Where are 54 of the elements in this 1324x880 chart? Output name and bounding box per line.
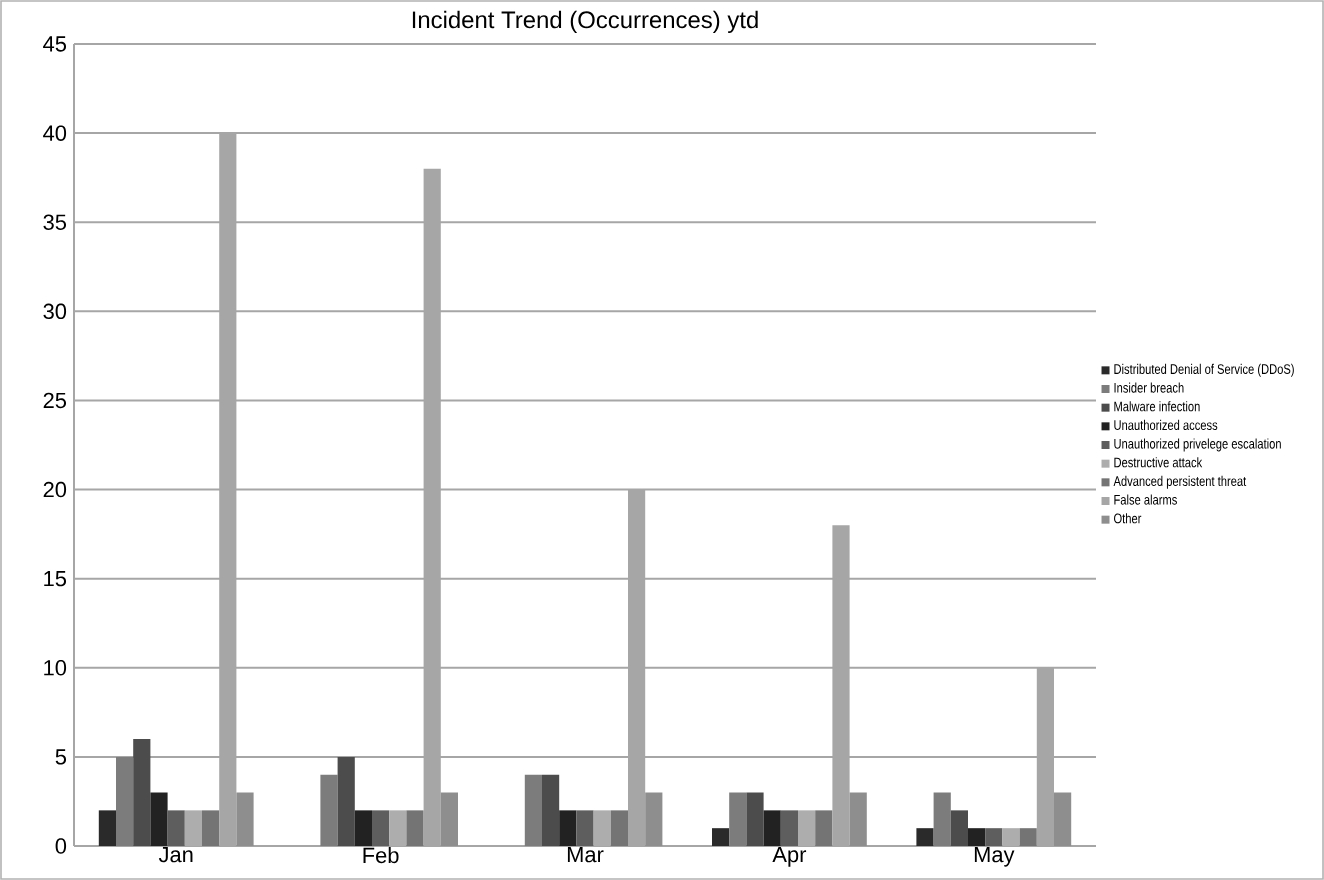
y-tick-label: 15 — [44, 571, 67, 587]
bar — [98, 810, 116, 846]
bar — [236, 792, 254, 846]
bar — [950, 810, 968, 846]
bar — [184, 810, 202, 846]
bar — [849, 792, 867, 846]
bar — [593, 810, 611, 846]
bar — [780, 810, 798, 846]
bar — [933, 792, 951, 846]
bar — [916, 828, 934, 846]
bar — [354, 810, 372, 846]
y-tick-label: 25 — [43, 392, 67, 409]
bar — [389, 810, 407, 846]
bar — [202, 810, 220, 846]
bar — [150, 792, 168, 846]
bar — [729, 792, 747, 846]
y-tick-label: 0 — [55, 838, 67, 854]
bar — [524, 774, 542, 846]
bar — [968, 828, 986, 846]
bar — [815, 810, 833, 846]
y-tick-label: 35 — [43, 214, 67, 230]
x-tick-label: Jan — [158, 847, 193, 863]
bar — [1019, 828, 1037, 846]
x-tick-label: Mar — [567, 847, 604, 863]
y-tick-label: 10 — [44, 660, 67, 676]
bar — [610, 810, 628, 846]
bar — [763, 810, 781, 846]
y-tick-label: 20 — [43, 481, 67, 498]
bar — [406, 810, 424, 846]
bar — [798, 810, 816, 846]
bar — [320, 774, 338, 846]
bar — [1002, 828, 1020, 846]
y-tick-label: 30 — [43, 303, 67, 320]
y-tick-label: 5 — [55, 749, 67, 765]
x-tick-label: May — [974, 847, 1015, 867]
bar — [1054, 792, 1072, 846]
bar — [746, 792, 764, 846]
bar — [440, 792, 458, 846]
bar — [645, 792, 663, 846]
bar — [167, 810, 185, 846]
bar — [542, 774, 560, 846]
y-tick-label: 40 — [43, 125, 67, 141]
bar — [559, 810, 577, 846]
bar — [576, 810, 594, 846]
chart-title: Incident Trend (Occurrences) ytd — [412, 10, 758, 34]
bar — [372, 810, 390, 846]
bar — [337, 756, 355, 846]
x-tick-label: Apr — [772, 847, 807, 867]
y-tick-label: 45 — [43, 36, 67, 52]
bar — [712, 828, 730, 846]
x-tick-label: Feb — [363, 847, 399, 864]
bar — [133, 739, 151, 846]
bar — [985, 828, 1003, 846]
bar — [116, 756, 134, 846]
